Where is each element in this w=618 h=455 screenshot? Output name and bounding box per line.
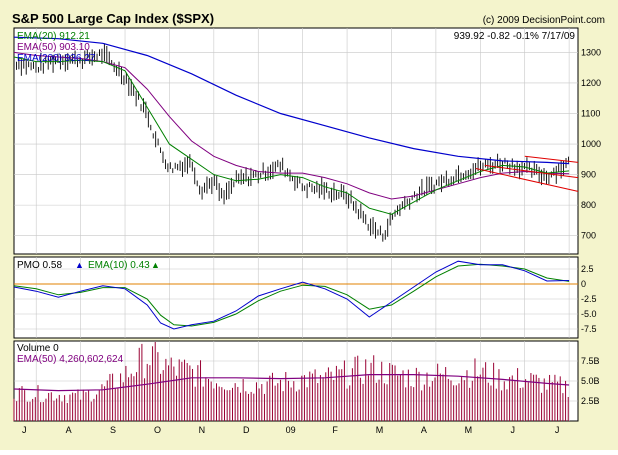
x-tick-label: N	[199, 425, 206, 435]
legend-ema20: EMA(20) 912.21	[17, 31, 90, 42]
chart-marks	[13, 36, 579, 421]
legend-volume: Volume 0	[17, 343, 59, 354]
volume-ema-line	[13, 374, 570, 392]
x-tick-label: A	[421, 425, 427, 435]
x-tick-label: D	[243, 425, 250, 435]
price-tick-label: 700	[581, 231, 596, 241]
x-tick-label: F	[332, 425, 338, 435]
volume-tick-label: 2.5B	[581, 396, 600, 406]
ema200-line	[13, 36, 570, 165]
quote-readout: 939.92 -0.82 -0.1% 7/17/09	[454, 31, 576, 42]
volume-tick-label: 5.0B	[581, 376, 600, 386]
copyright-text: (c) 2009 DecisionPoint.com	[483, 15, 605, 26]
legend-ema200: EMA(200) 936.27	[17, 53, 96, 64]
legend-ema50: EMA(50) 903.10	[17, 42, 90, 53]
pmo-tick-label: -2.5	[581, 294, 597, 304]
pmo-y-axis: 2.5 0 -2.5 -5.0 -7.5	[581, 264, 597, 334]
x-tick-label: O	[154, 425, 161, 435]
price-panel	[13, 27, 579, 255]
x-tick-label: J	[555, 425, 560, 435]
x-tick-label: M	[376, 425, 384, 435]
x-axis-labels: J A S O N D 09 F M A M J J	[22, 425, 559, 435]
legend-pmo-ema: EMA(10) 0.43	[88, 260, 150, 271]
volume-tick-label: 7.5B	[581, 356, 600, 366]
price-tick-label: 1100	[581, 109, 600, 119]
pmo-tick-label: 2.5	[581, 264, 594, 274]
price-tick-label: 900	[581, 170, 596, 180]
pmo-ema-up-arrow-icon: ▲	[151, 260, 160, 270]
pmo-panel	[13, 256, 579, 339]
pmo-up-arrow-icon: ▲	[75, 260, 84, 270]
x-tick-label: J	[22, 425, 27, 435]
pmo-tick-label: 0	[581, 279, 586, 289]
x-tick-label: M	[465, 425, 473, 435]
x-tick-label: J	[510, 425, 515, 435]
pmo-tick-label: -5.0	[581, 309, 597, 319]
x-tick-label: S	[110, 425, 116, 435]
chart-title: S&P 500 Large Cap Index ($SPX)	[12, 11, 214, 26]
channel-top-line	[524, 155, 579, 163]
price-tick-label: 1000	[581, 139, 601, 149]
ema20-line	[13, 56, 570, 215]
price-tick-label: 800	[581, 200, 596, 210]
channel-upper-line	[484, 164, 579, 179]
legend-volume-ema: EMA(50) 4,260,602,624	[17, 354, 124, 365]
x-tick-label: 09	[286, 425, 296, 435]
price-tick-label: 1200	[581, 78, 601, 88]
pmo-ema-line	[13, 263, 570, 327]
x-tick-label: A	[66, 425, 72, 435]
pmo-line	[13, 260, 570, 330]
pmo-tick-label: -7.5	[581, 324, 597, 334]
legend-pmo: PMO 0.58	[17, 260, 62, 271]
price-tick-label: 1300	[581, 47, 601, 57]
channel-lower-line	[475, 167, 579, 192]
volume-y-axis: 7.5B 5.0B 2.5B	[581, 356, 600, 406]
grid-lines	[14, 28, 578, 421]
price-y-axis: 1300 1200 1100 1000 900 800 700	[581, 47, 601, 240]
